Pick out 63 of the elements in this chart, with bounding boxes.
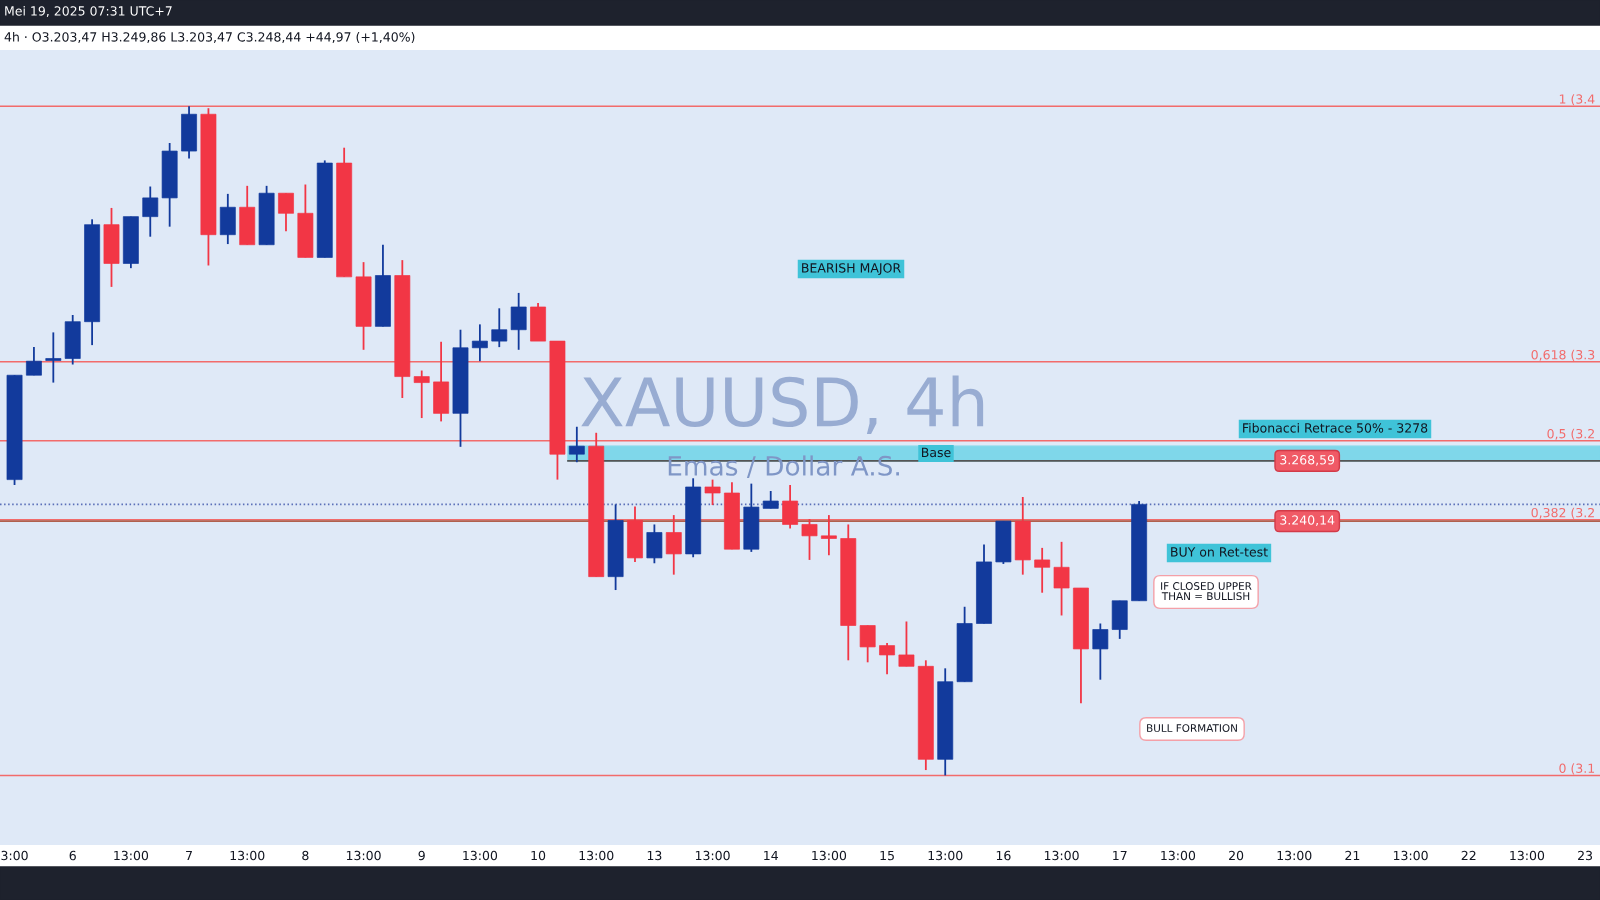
x-tick-label: 14 xyxy=(764,850,778,861)
candlestick xyxy=(801,518,818,561)
x-tick-label: 16 xyxy=(996,850,1011,861)
ref-line-label: 0,618 (3.3 xyxy=(1531,349,1595,361)
candlestick xyxy=(1034,546,1051,594)
x-tick-label: 13:00 xyxy=(1277,850,1312,861)
x-tick-label: 10 xyxy=(531,850,546,861)
candlestick xyxy=(898,620,915,668)
x-tick-label: 9 xyxy=(418,850,425,861)
ref-line-label: 0,382 (3.2 xyxy=(1531,507,1594,519)
x-tick-label: 22 xyxy=(1461,850,1476,861)
candlestick xyxy=(665,514,682,576)
candlestick xyxy=(782,484,799,530)
candlestick xyxy=(1092,622,1109,681)
candlestick xyxy=(45,331,62,384)
candlestick xyxy=(413,369,430,419)
candlestick xyxy=(26,346,42,377)
x-tick-label: 13:00 xyxy=(1161,850,1196,861)
candlestick xyxy=(278,192,294,233)
x-tick-label: 13:00 xyxy=(346,850,381,861)
x-tick-label: 13:00 xyxy=(695,850,730,861)
candlestick xyxy=(510,292,527,351)
x-tick-label: 13:00 xyxy=(812,850,847,861)
candlestick xyxy=(879,641,895,676)
candlestick xyxy=(491,307,508,349)
x-tick-label: 17 xyxy=(1113,850,1127,861)
annotation: IF CLOSED UPPER THAN = BULLISH xyxy=(1161,582,1252,601)
x-tick-label: 13:00 xyxy=(230,850,265,861)
candlestick xyxy=(820,514,837,557)
text: Mei 19, 2025 07:31 UTC+7 xyxy=(5,5,172,17)
x-tick-label: 15 xyxy=(880,850,894,861)
annotation: 3.240,14 xyxy=(1280,515,1335,527)
x-tick-label: 8 xyxy=(302,850,309,861)
candlestick xyxy=(1053,540,1070,617)
x-tick-label: 13:00 xyxy=(463,850,498,861)
candlestick xyxy=(859,624,876,664)
x-tick-label: 23 xyxy=(1578,850,1593,861)
ref-line-label: 1 (3.4 xyxy=(1559,94,1595,106)
annotation: 3.268,59 xyxy=(1280,455,1335,466)
x-tick-label: 13:00 xyxy=(1393,850,1428,861)
x-tick-label: 13:00 xyxy=(928,850,963,861)
x-tick-label: 13:00 xyxy=(114,850,149,861)
annotation: BULL FORMATION xyxy=(1147,724,1237,733)
x-tick-label: 20 xyxy=(1229,850,1244,861)
band-label: Base xyxy=(922,447,951,458)
candlestick xyxy=(142,185,159,238)
x-tick-label: 13 xyxy=(647,850,662,861)
x-tick-label: 21 xyxy=(1345,850,1360,861)
x-tick-label: 7 xyxy=(186,850,192,861)
x-tick-label: 6 xyxy=(69,850,76,861)
text: 4h · O3.203,47 H3.249,86 L3.203,47 C3.248,44 +44,97 (+1,40%) xyxy=(4,31,415,44)
annotation: Fibonacci Retrace 50% - 3278 xyxy=(1243,422,1428,433)
candlestick xyxy=(471,323,488,363)
x-tick-label: 13:00 xyxy=(1044,850,1079,861)
annotation: BEARISH MAJOR xyxy=(802,263,901,275)
candlestick xyxy=(704,478,721,506)
x-tick-label: 13:00 xyxy=(1510,850,1545,861)
text: XAUUSD, 4h xyxy=(581,375,984,434)
annotation: BUY on Ret-test xyxy=(1171,547,1268,557)
x-tick-label: 3:00 xyxy=(1,850,28,861)
x-tick-label: 13:00 xyxy=(579,850,614,861)
ref-line-label: 0 (3.1 xyxy=(1559,763,1595,775)
ref-line-label: 0,5 (3.2 xyxy=(1547,428,1594,440)
